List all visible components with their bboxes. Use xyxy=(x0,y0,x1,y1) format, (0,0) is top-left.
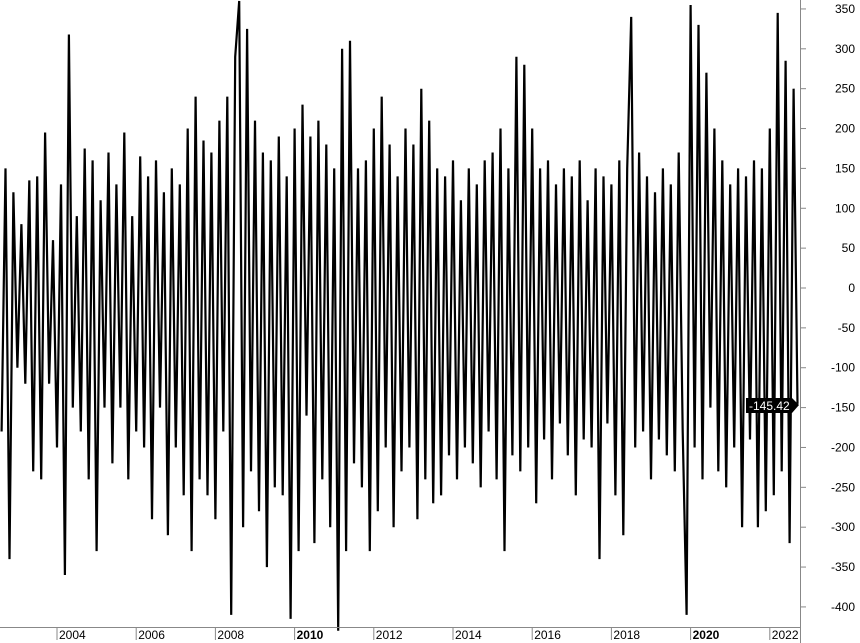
y-tick-label: 300 xyxy=(835,42,855,56)
x-tick-label: 2004 xyxy=(59,628,86,642)
y-tick-label: 50 xyxy=(842,241,856,255)
y-tick-label: -300 xyxy=(831,520,855,534)
y-tick-label: -400 xyxy=(831,600,855,614)
x-tick-label: 2022 xyxy=(772,628,799,642)
y-tick-label: -150 xyxy=(831,401,855,415)
y-tick-label: 250 xyxy=(835,82,855,96)
y-tick-label: 200 xyxy=(835,122,855,136)
last-value-marker: -145.42 xyxy=(746,398,799,413)
y-tick-label: 100 xyxy=(835,201,855,215)
y-axis: 350 300 250 200 150 100 50 0 -50 -100 -150 -200 -250… xyxy=(800,2,855,614)
x-tick-label: 2008 xyxy=(217,628,244,642)
x-tick-label: 2012 xyxy=(376,628,403,642)
y-tick-label: -350 xyxy=(831,560,855,574)
x-tick-label: 2020 xyxy=(693,628,720,642)
series-line xyxy=(0,0,799,631)
y-tick-label: 0 xyxy=(848,281,855,295)
y-tick-label: 150 xyxy=(835,161,855,175)
x-tick-label: 2018 xyxy=(613,628,640,642)
x-tick-label: 2016 xyxy=(534,628,561,642)
y-tick-label: -200 xyxy=(831,440,855,454)
x-tick-label: 2006 xyxy=(138,628,165,642)
y-tick-label: -50 xyxy=(838,321,856,335)
x-tick-label: 2014 xyxy=(455,628,482,642)
y-tick-label: -100 xyxy=(831,361,855,375)
plot-area xyxy=(0,0,799,631)
x-tick-label: 2010 xyxy=(297,628,324,642)
y-tick-label: 350 xyxy=(835,2,855,16)
last-value-label: -145.42 xyxy=(749,399,790,413)
last-value-badge xyxy=(746,398,799,413)
x-axis: 2004 2006 2008 2010 2012 2014 2016 2018 2020 2022 xyxy=(56,628,799,642)
y-tick-label: -250 xyxy=(831,480,855,494)
